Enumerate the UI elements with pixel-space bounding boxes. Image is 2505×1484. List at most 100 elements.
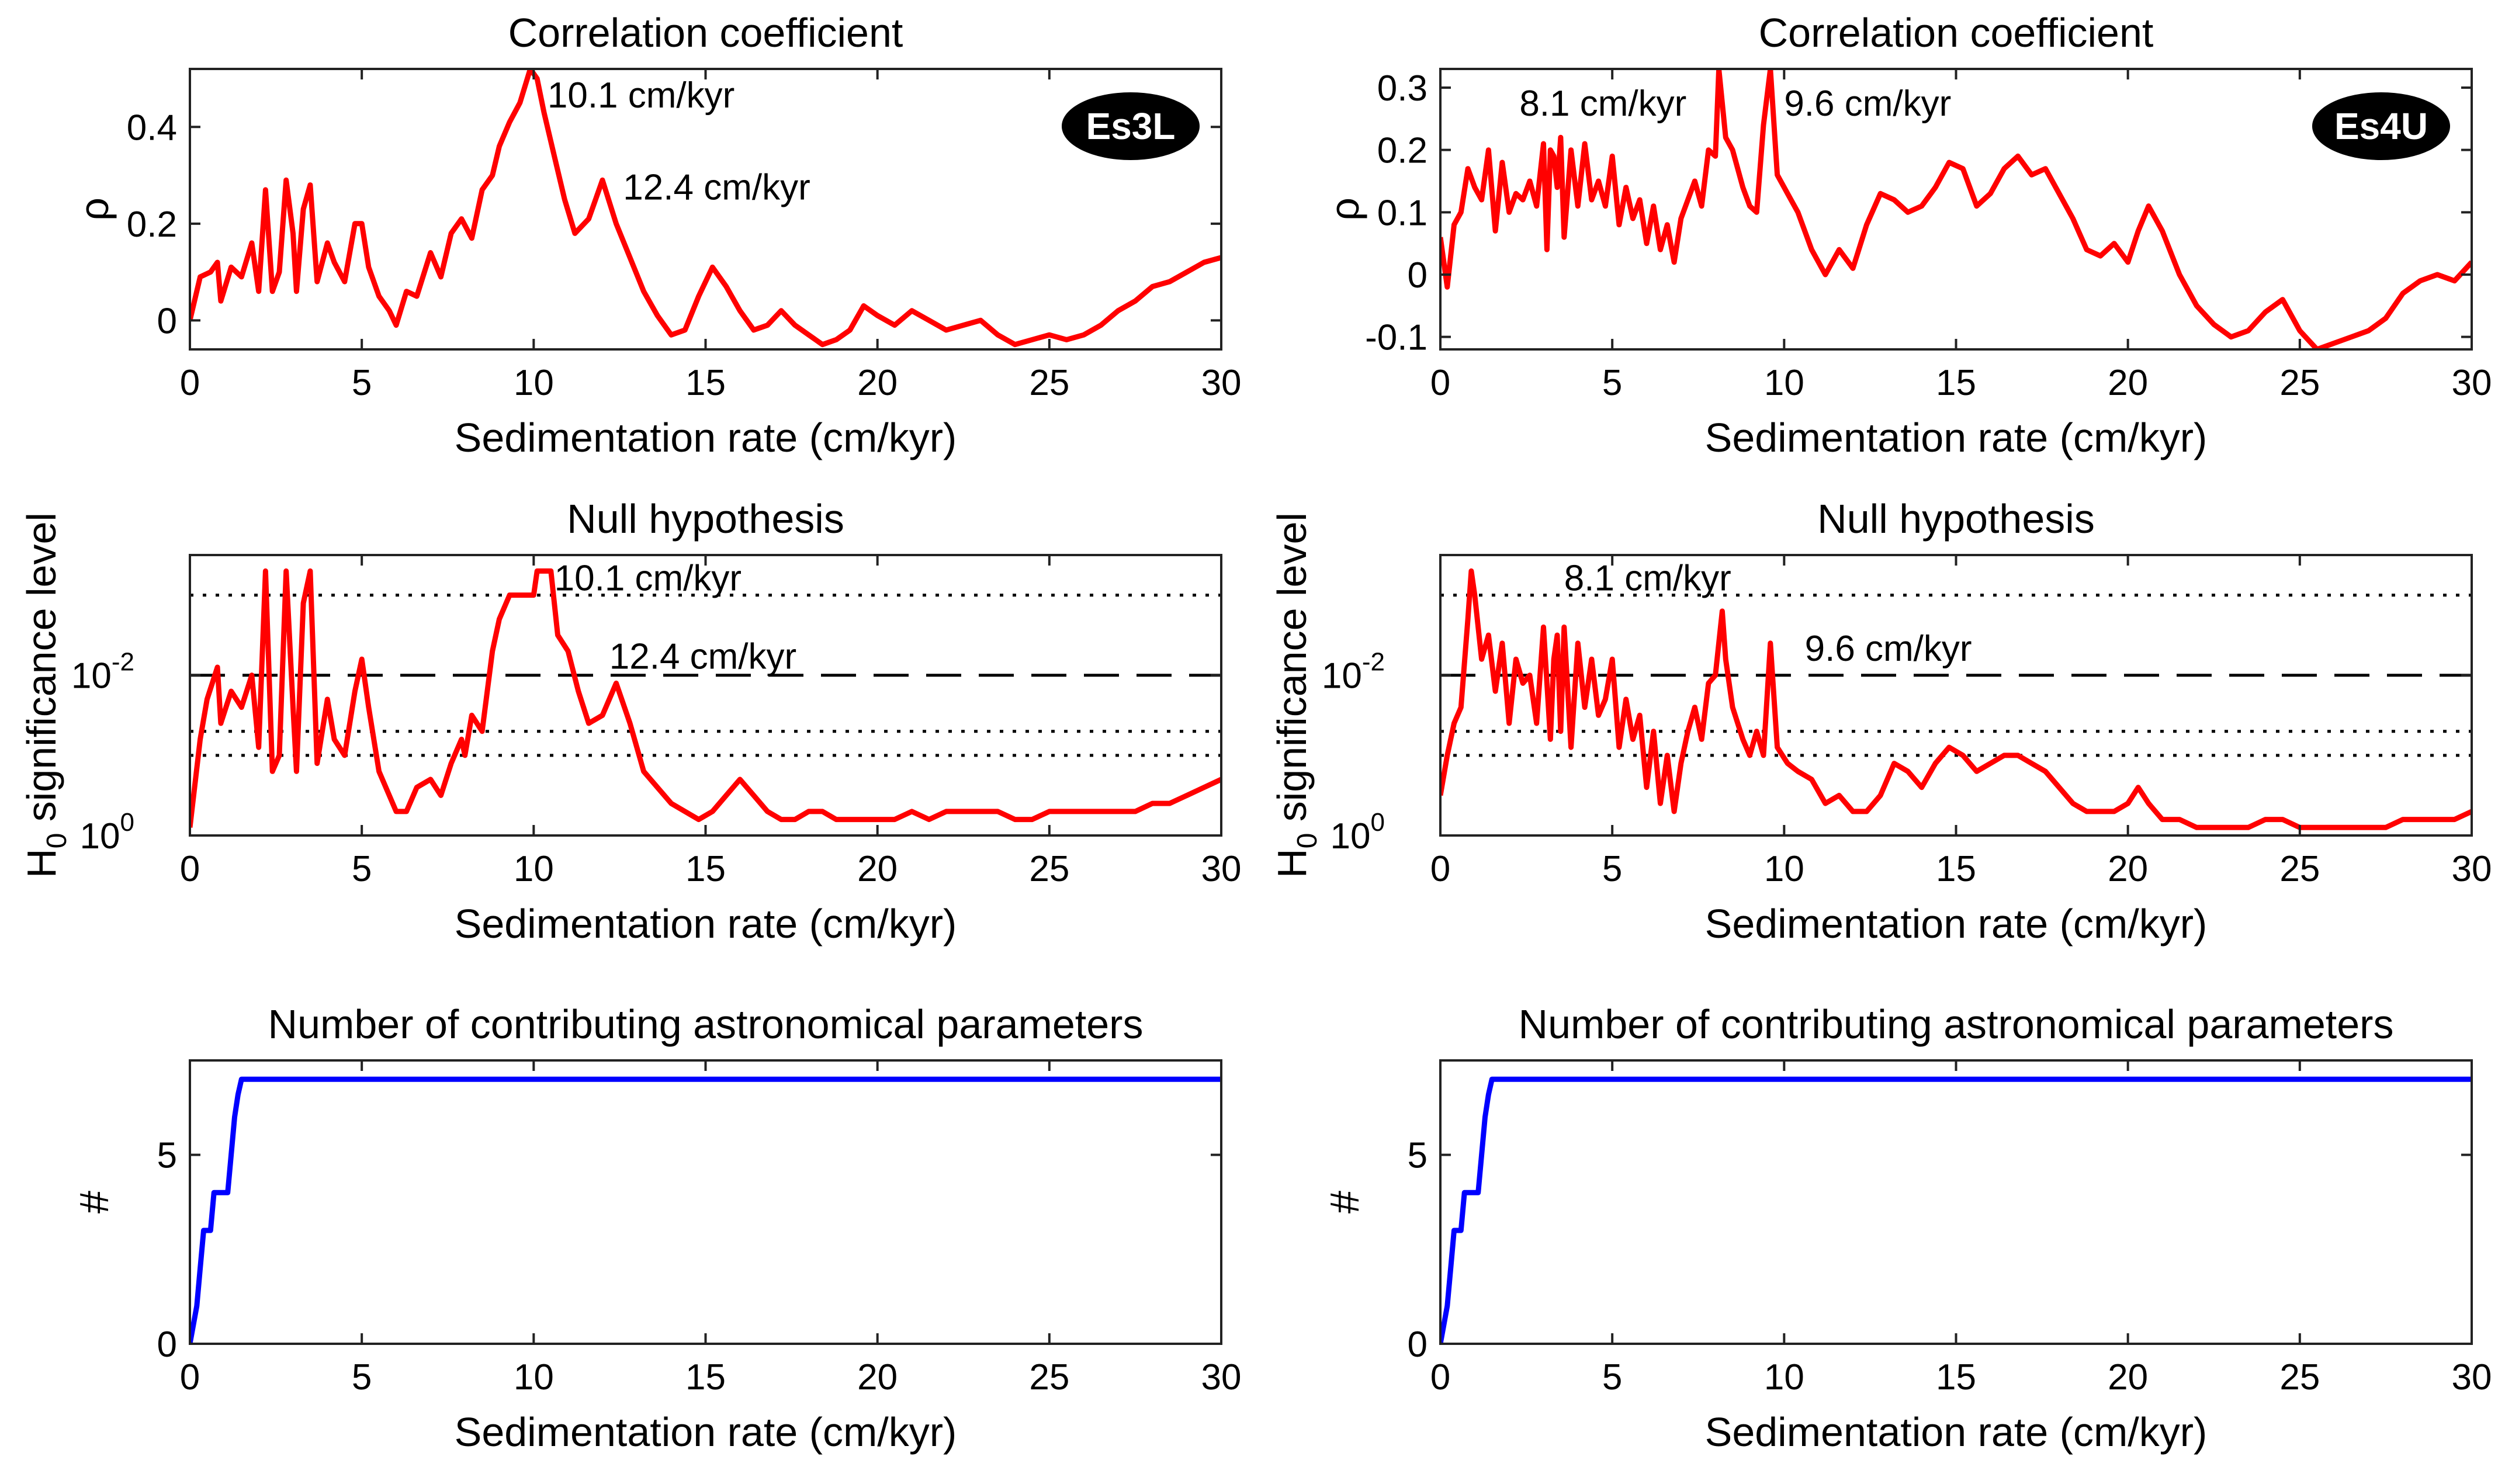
x-tick-label: 0 <box>180 1357 200 1398</box>
well-badge <box>2312 92 2450 160</box>
annotation-label: 10.1 cm/kyr <box>555 558 742 598</box>
chart-title: Number of contributing astronomical para… <box>268 1001 1144 1047</box>
x-axis-label: Sedimentation rate (cm/kyr) <box>455 1409 957 1455</box>
x-tick-label: 30 <box>1201 1357 1242 1398</box>
x-tick-label: 25 <box>2279 1357 2320 1398</box>
x-tick-label: 10 <box>1764 1357 1804 1398</box>
x-tick-label: 0 <box>180 363 200 403</box>
x-tick-label: 20 <box>2108 1357 2148 1398</box>
x-tick-label: 15 <box>685 849 726 889</box>
y-tick-label: 5 <box>157 1136 177 1176</box>
x-axis-label: Sedimentation rate (cm/kyr) <box>1705 1409 2208 1455</box>
chart-title: Number of contributing astronomical para… <box>1519 1001 2394 1047</box>
x-tick-label: 25 <box>1029 363 1069 403</box>
chart-title: Null hypothesis <box>1817 496 2095 542</box>
y-tick-label: 0 <box>1408 255 1428 296</box>
x-tick-label: 15 <box>1936 363 1976 403</box>
y-tick-label: 5 <box>1408 1136 1428 1176</box>
y-tick-label: 10-2 <box>1322 648 1385 696</box>
x-tick-label: 25 <box>2279 363 2320 403</box>
x-tick-label: 30 <box>2452 1357 2492 1398</box>
x-tick-label: 15 <box>1936 1357 1976 1398</box>
x-tick-label: 5 <box>1602 849 1622 889</box>
x-tick-label: 10 <box>1764 363 1804 403</box>
y-tick-label: 0.3 <box>1377 68 1428 109</box>
x-tick-label: 30 <box>1201 363 1242 403</box>
annotation-label: 12.4 cm/kyr <box>609 637 796 677</box>
y-tick-label: 0.4 <box>127 108 177 148</box>
series-line-0 <box>190 1076 1221 1344</box>
x-tick-label: 15 <box>685 1357 726 1398</box>
well-badge-label: Es4U <box>2334 105 2428 147</box>
y-axis-label: ρ <box>1322 197 1367 221</box>
x-tick-label: 20 <box>857 1357 898 1398</box>
x-tick-label: 5 <box>352 1357 372 1398</box>
chart-title: Null hypothesis <box>567 496 844 542</box>
x-tick-label: 10 <box>514 1357 554 1398</box>
y-tick-label: 0.1 <box>1377 193 1428 233</box>
series-line-0 <box>1440 1076 2472 1344</box>
panel-corr-es3l: Correlation coefficient 10.1 cm/kyr 12.4 c… <box>71 10 1241 460</box>
x-tick-label: 15 <box>685 363 726 403</box>
annotation-label: 9.6 cm/kyr <box>1805 629 1972 669</box>
annotation-label: 8.1 cm/kyr <box>1564 558 1731 598</box>
x-tick-label: 0 <box>1430 363 1450 403</box>
panel-null-es3l: Null hypothesis 10.1 cm/kyr 12.4 cm/kyr 0 5 1… <box>19 496 1241 946</box>
x-tick-label: 0 <box>1430 849 1450 889</box>
series-line-0 <box>190 69 1221 348</box>
annotation-label: 8.1 cm/kyr <box>1519 84 1686 124</box>
y-tick-label: 0 <box>157 1324 177 1365</box>
x-tick-label: 20 <box>2108 849 2148 889</box>
panel-num-es3l: Number of contributing astronomical para… <box>71 1001 1241 1455</box>
series-line-0 <box>1440 69 2472 349</box>
x-tick-label: 15 <box>1936 849 1976 889</box>
y-tick-label: 0 <box>157 301 177 341</box>
y-tick-label: 0 <box>1408 1324 1428 1365</box>
series-line-0 <box>190 568 1221 828</box>
x-tick-label: 0 <box>1430 1357 1450 1398</box>
x-tick-label: 10 <box>514 849 554 889</box>
y-axis-label: # <box>71 1191 117 1213</box>
well-badge-label: Es3L <box>1086 105 1176 147</box>
annotation-label: 12.4 cm/kyr <box>623 167 810 207</box>
annotation-label: 10.1 cm/kyr <box>548 75 734 116</box>
x-tick-label: 20 <box>857 849 898 889</box>
y-tick-label: -0.1 <box>1365 318 1428 358</box>
x-axis-label: Sedimentation rate (cm/kyr) <box>1705 901 2208 946</box>
y-tick-label: 0.2 <box>1377 131 1428 171</box>
y-tick-label: 100 <box>1331 808 1385 857</box>
x-tick-label: 10 <box>1764 849 1804 889</box>
x-axis-label: Sedimentation rate (cm/kyr) <box>455 901 957 946</box>
x-axis-label: Sedimentation rate (cm/kyr) <box>1705 415 2208 460</box>
y-axis-label: # <box>1322 1191 1367 1213</box>
y-tick-label: 100 <box>80 808 134 857</box>
x-tick-label: 25 <box>1029 1357 1069 1398</box>
x-tick-label: 20 <box>2108 363 2148 403</box>
plot-frame <box>1439 1059 2473 1345</box>
y-axis-label: H0 significance level <box>19 512 72 878</box>
panel-corr-es4u: Correlation coefficient 8.1 cm/kyr 9.6 cm/… <box>1322 10 2492 460</box>
x-tick-label: 5 <box>352 849 372 889</box>
y-tick-label: 0.2 <box>127 204 177 245</box>
x-tick-label: 25 <box>2279 849 2320 889</box>
chart-title: Correlation coefficient <box>1759 10 2154 56</box>
x-tick-label: 20 <box>857 363 898 403</box>
chart-title: Correlation coefficient <box>508 10 903 56</box>
y-axis-label: H0 significance level <box>1269 512 1323 878</box>
well-badge <box>1062 92 1200 160</box>
y-tick-label: 10-2 <box>71 648 134 696</box>
x-tick-label: 30 <box>2452 363 2492 403</box>
x-tick-label: 5 <box>1602 1357 1622 1398</box>
x-tick-label: 0 <box>180 849 200 889</box>
series-line-0 <box>1440 568 2472 830</box>
x-axis-label: Sedimentation rate (cm/kyr) <box>455 415 957 460</box>
annotation-label: 9.6 cm/kyr <box>1784 84 1951 124</box>
y-axis-label: ρ <box>71 197 117 221</box>
x-tick-label: 5 <box>352 363 372 403</box>
x-tick-label: 30 <box>1201 849 1242 889</box>
x-tick-label: 5 <box>1602 363 1622 403</box>
panel-num-es4u: Number of contributing astronomical para… <box>1322 1001 2492 1455</box>
x-tick-label: 30 <box>2452 849 2492 889</box>
x-tick-label: 25 <box>1029 849 1069 889</box>
